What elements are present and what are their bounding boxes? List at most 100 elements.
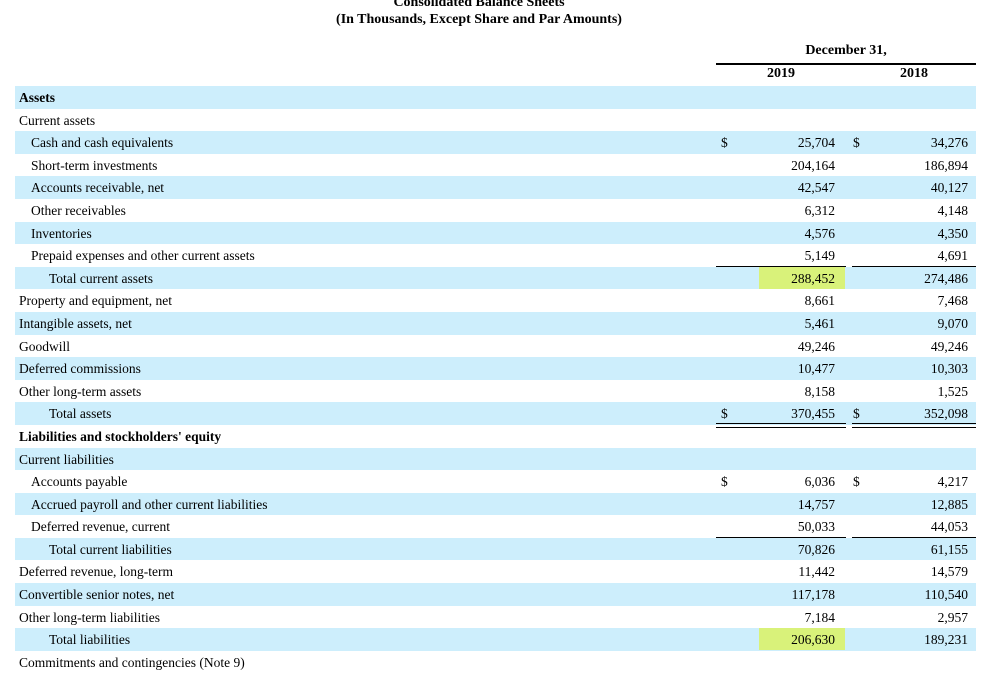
- row-label: Assets: [19, 90, 55, 105]
- statement-title: Consolidated Balance Sheets: [393, 0, 565, 10]
- value-2018: 2,957: [937, 609, 968, 625]
- table-row: Current assets: [15, 109, 976, 132]
- table-row: Total liabilities 206,630 189,231: [15, 628, 976, 651]
- table-row: Total current liabilities 70,826 61,155: [15, 537, 976, 561]
- value-2019: 25,704: [797, 135, 835, 151]
- underline: [852, 266, 976, 268]
- table-row: Other long-term liabilities 7,184 2,957: [15, 606, 976, 629]
- currency-symbol: $: [721, 135, 728, 151]
- table-row: Accounts payable $ $6,036 4,217: [15, 470, 976, 493]
- value-2019: 49,246: [797, 338, 835, 354]
- underline: [852, 537, 976, 539]
- value-2018: 352,098: [924, 406, 968, 422]
- table-row: Deferred revenue, current 50,033 44,053: [15, 515, 976, 539]
- currency-symbol: $: [853, 474, 860, 490]
- value-2019: 7,184: [804, 609, 835, 625]
- period-header: December 31,: [716, 43, 976, 65]
- value-2018: 40,127: [930, 180, 968, 196]
- table-row: Total current assets 288,452 274,486: [15, 266, 976, 290]
- table-row: Other long-term assets 8,158 1,525: [15, 380, 976, 403]
- value-2018: 10,303: [930, 361, 968, 377]
- underline: [716, 401, 846, 403]
- table-row: Deferred commissions 10,477 10,303: [15, 357, 976, 380]
- value-2018: 7,468: [937, 293, 968, 309]
- value-2019: 206,630: [791, 632, 835, 648]
- value-2019: 8,661: [804, 293, 835, 309]
- value-2019: 8,158: [804, 383, 835, 399]
- value-2018: 14,579: [930, 564, 968, 580]
- table-row: Commitments and contingencies (Note 9): [15, 651, 976, 673]
- year-2019-header: 2019: [716, 66, 846, 88]
- value-2019: 117,178: [791, 587, 835, 603]
- row-label: Cash and cash equivalents: [31, 135, 174, 151]
- currency-symbol: $: [853, 406, 860, 422]
- table-row: Short-term investments 204,164 186,894: [15, 154, 976, 177]
- row-label: Convertible senior notes, net: [19, 587, 175, 603]
- value-2018: 49,246: [930, 338, 968, 354]
- value-2019: 370,455: [791, 406, 835, 422]
- highlight-mark: [759, 266, 845, 289]
- value-2018: 189,231: [924, 632, 968, 648]
- currency-symbol: $: [721, 406, 728, 422]
- underline: [716, 266, 846, 268]
- underline: [852, 627, 976, 629]
- value-2018: 61,155: [930, 541, 968, 557]
- row-label: Prepaid expenses and other current asset…: [31, 248, 255, 264]
- row-label: Accounts payable: [31, 474, 128, 490]
- row-label: Accrued payroll and other current liabil…: [31, 496, 268, 512]
- value-2018: 4,148: [937, 202, 968, 218]
- underline: [716, 537, 846, 539]
- value-2018: 4,217: [937, 474, 968, 490]
- value-2018: 9,070: [937, 315, 968, 331]
- currency-symbol: $: [721, 474, 728, 490]
- underline: [716, 627, 846, 629]
- double-underline: [852, 423, 976, 429]
- value-2019: 288,452: [791, 270, 835, 286]
- table-row: Goodwill 49,246 49,246: [15, 335, 976, 358]
- value-2019: 6,312: [804, 202, 835, 218]
- row-label: Deferred revenue, current: [31, 519, 171, 535]
- row-label: Accounts receivable, net: [31, 180, 165, 196]
- row-label: Other long-term assets: [19, 383, 142, 399]
- value-2019: 50,033: [797, 519, 835, 535]
- value-2019: 5,149: [804, 248, 835, 264]
- value-2019: 14,757: [797, 496, 835, 512]
- value-2019: 10,477: [797, 361, 835, 377]
- value-2018: 12,885: [930, 496, 968, 512]
- value-2019: 4,576: [804, 225, 835, 241]
- row-label: Short-term investments: [31, 157, 158, 173]
- balance-sheet-table: Assets Current assets Cash and cash equiva…: [15, 86, 976, 673]
- table-row: Liabilities and stockholders' equity: [15, 425, 976, 448]
- table-row: Assets: [15, 86, 976, 109]
- row-label: Other long-term liabilities: [19, 609, 160, 625]
- table-row: Accounts receivable, net 42,547 40,127: [15, 176, 976, 199]
- value-2018: 4,350: [937, 225, 968, 241]
- row-label: Property and equipment, net: [19, 293, 172, 309]
- row-label: Current assets: [19, 112, 96, 128]
- row-label: Total current assets: [49, 270, 154, 286]
- row-label: Other receivables: [31, 202, 126, 218]
- row-label: Total assets: [49, 406, 112, 422]
- value-2018: 34,276: [930, 135, 968, 151]
- table-row: Cash and cash equivalents $ $25,704 34,276: [15, 131, 976, 154]
- table-row: Property and equipment, net 8,661 7,468: [15, 289, 976, 312]
- row-label: Inventories: [31, 225, 92, 241]
- year-2018-header: 2018: [852, 66, 976, 88]
- double-underline: [716, 423, 846, 429]
- row-label: Current liabilities: [19, 451, 114, 467]
- table-row: Deferred revenue, long-term 11,442 14,579: [15, 560, 976, 583]
- value-2019: 70,826: [797, 541, 835, 557]
- table-row: Convertible senior notes, net 117,178 110,…: [15, 583, 976, 606]
- row-label: Total liabilities: [49, 632, 131, 648]
- table-row: Total assets $ $370,455 352,098: [15, 402, 976, 429]
- value-2018: 110,540: [924, 587, 968, 603]
- table-row: Accrued payroll and other current liabil…: [15, 492, 976, 516]
- table-row: Other receivables 6,312 4,148: [15, 199, 976, 222]
- row-label: Deferred revenue, long-term: [19, 564, 174, 580]
- currency-symbol: $: [853, 135, 860, 151]
- row-label: Intangible assets, net: [19, 315, 132, 331]
- highlight-mark: [759, 628, 845, 651]
- value-2018: 1,525: [937, 383, 968, 399]
- value-2019: 5,461: [804, 315, 835, 331]
- value-2018: 4,691: [937, 248, 968, 264]
